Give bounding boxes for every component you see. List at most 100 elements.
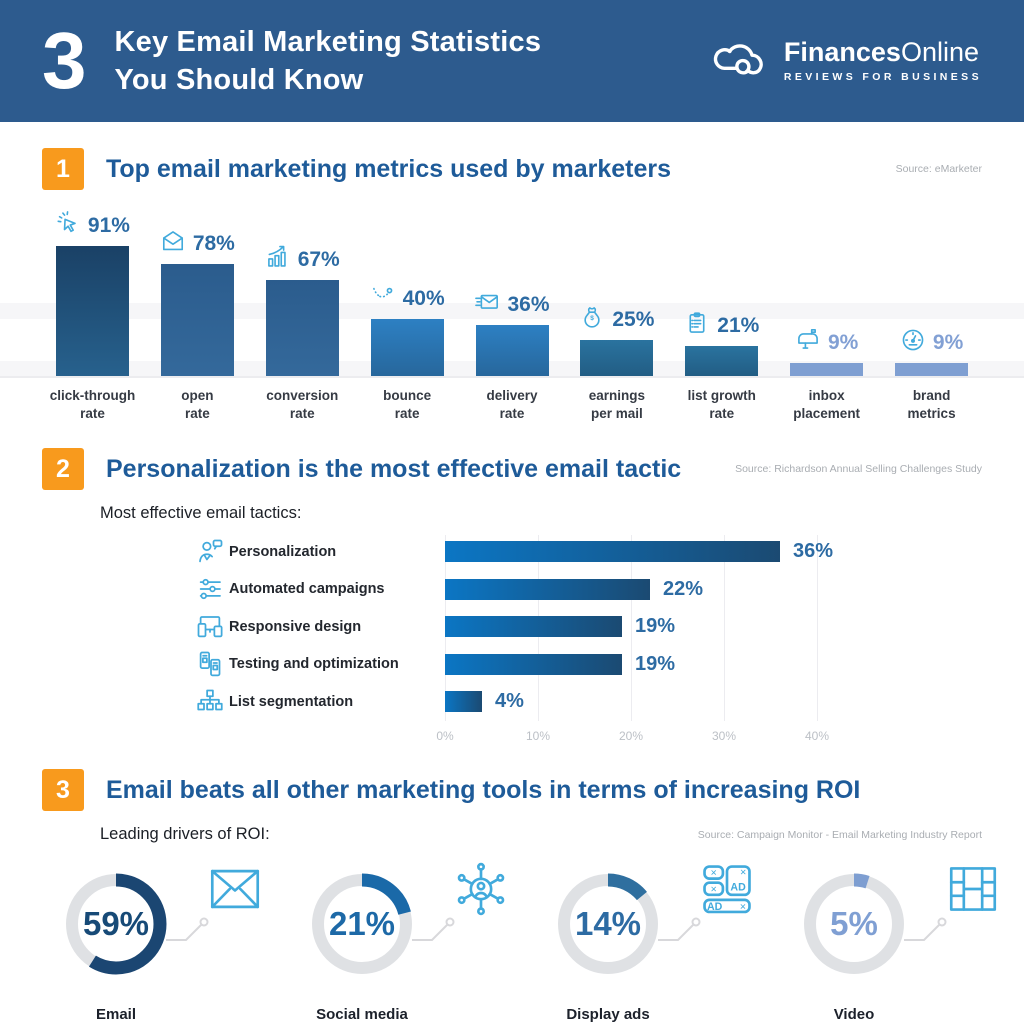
metric-value-label: 40% — [402, 286, 445, 310]
x-axis-tick: 10% — [525, 729, 551, 744]
tactic-row: List segmentation 4% — [195, 683, 1024, 721]
metric-label: click-through rate — [49, 388, 136, 421]
metric-label: brand metrics — [907, 388, 956, 421]
sliders-icon — [195, 574, 229, 604]
gridline — [631, 535, 632, 722]
logo-brand-bold: Finances — [783, 37, 901, 67]
metric-bar — [265, 280, 339, 376]
section3-header: 3 Email beats all other marketing tools … — [42, 769, 982, 812]
connector-line — [412, 917, 455, 942]
tactic-row: Personalization 36% — [195, 533, 1024, 571]
segmentation-tree-icon — [195, 687, 229, 717]
donut-ring — [803, 873, 905, 975]
roi-donut-cell: 14% ✕ ✕ ✕ AD AD ✕ Display ads — [520, 865, 766, 1023]
metric-label: earnings per mail — [588, 388, 646, 421]
metric-bar — [580, 340, 654, 376]
connector-line — [658, 917, 701, 942]
mailbox-icon — [795, 327, 821, 358]
donut-category-label: Social media — [316, 1006, 408, 1024]
tactic-label: Personalization — [229, 543, 337, 560]
gridline — [724, 535, 725, 722]
donut-ring — [557, 873, 659, 975]
section2-subtitle-row: Most effective email tactics: — [100, 504, 982, 523]
money-bag-icon: $ — [579, 304, 605, 335]
metric-bar — [895, 363, 969, 376]
metric-label: conversion rate — [266, 388, 339, 421]
metric-column: 9% — [774, 327, 879, 376]
header-title: Key Email Marketing Statistics You Shoul… — [115, 23, 542, 100]
metric-value-row: 36% — [474, 289, 550, 320]
tactics-bar-chart: Personalization 36% Automated campaigns 22%… — [195, 533, 1024, 749]
growth-chart-icon — [265, 244, 291, 275]
header-title-line1: Key Email Marketing Statistics — [114, 25, 542, 58]
chart-stripe — [0, 303, 1024, 320]
section3-title: Email beats all other marketing tools in… — [106, 775, 861, 804]
section2-title: Personalization is the most effective em… — [106, 454, 682, 483]
section1-title: Top email marketing metrics used by mark… — [106, 154, 672, 183]
tactic-value-label: 36% — [793, 540, 834, 563]
section3-number-badge: 3 — [42, 769, 84, 812]
section1-header: 1 Top email marketing metrics used by ma… — [42, 148, 982, 190]
metrics-labels-row: click-through rate open rate conversion rate b… — [0, 387, 1024, 422]
display-ads-icon: ✕ ✕ ✕ AD AD ✕ — [698, 860, 756, 923]
svg-text:AD: AD — [730, 882, 746, 894]
metric-value-label: 9% — [828, 330, 859, 354]
svg-text:✕: ✕ — [740, 902, 747, 911]
logo-tagline: REVIEWS FOR BUSINESS — [783, 71, 982, 83]
donut-ring — [311, 873, 413, 975]
metric-value-label: 25% — [612, 307, 655, 331]
metric-column: 21% — [669, 310, 774, 376]
tactic-bar — [445, 541, 780, 563]
section1-source: Source: eMarketer — [895, 163, 982, 175]
metric-value-row: 91% — [55, 210, 130, 241]
metric-value-label: 21% — [717, 313, 760, 337]
cursor-click-icon — [55, 210, 81, 241]
donut-ring — [65, 873, 167, 975]
donut-category-label: Email — [95, 1006, 137, 1024]
donut-chart: 14% ✕ ✕ ✕ AD AD ✕ — [552, 865, 766, 990]
metric-value-row: 78% — [160, 228, 235, 259]
metric-value-label: 78% — [192, 231, 235, 255]
tactic-row: Testing and optimization 19% — [195, 646, 1024, 684]
donut-chart: 59% — [60, 868, 274, 990]
logo-brand-light: Online — [900, 37, 979, 67]
svg-text:✕: ✕ — [710, 869, 717, 878]
metric-bar — [55, 246, 129, 376]
metric-column: $25% — [564, 304, 669, 376]
metric-value-row: 67% — [265, 244, 340, 275]
gridline — [817, 535, 818, 722]
film-strip-icon — [944, 860, 1002, 923]
metric-value-row: 40% — [370, 283, 445, 314]
section1-number-badge: 1 — [42, 148, 84, 190]
ab-testing-phones-icon — [195, 649, 229, 679]
x-axis-tick: 40% — [804, 729, 830, 744]
connector-line — [166, 917, 209, 942]
header-big-number: 3 — [42, 15, 87, 105]
metric-value-row: 9% — [900, 327, 963, 358]
logo-text: FinancesOnline REVIEWS FOR BUSINESS — [783, 37, 982, 84]
donut-category-label: Video — [833, 1006, 875, 1024]
svg-text:✕: ✕ — [740, 868, 747, 877]
metric-label: list growth rate — [687, 388, 756, 421]
metric-column: 78% — [145, 228, 250, 376]
tactic-bar — [445, 653, 622, 675]
donut-chart: 21% — [306, 862, 520, 990]
metric-value-label: 67% — [297, 247, 340, 271]
social-network-icon — [452, 860, 510, 923]
x-axis-tick: 30% — [711, 729, 737, 744]
metric-column: 67% — [250, 244, 355, 376]
responsive-devices-icon — [195, 612, 229, 642]
section3-subtitle: Leading drivers of ROI: — [100, 825, 270, 844]
x-axis-tick: 20% — [618, 729, 644, 744]
tactic-bar — [445, 691, 482, 713]
metrics-bar-chart: 91% 78% 67% 40% 36% $25% 21% 9% 9% click-through… — [0, 204, 1024, 422]
metric-value-label: 36% — [507, 292, 550, 316]
section2-header: 2 Personalization is the most effective … — [42, 448, 982, 491]
checklist-icon — [684, 310, 710, 341]
svg-text:AD: AD — [707, 901, 723, 913]
roi-donut-cell: 59% Email — [28, 868, 274, 1023]
section2-subtitle: Most effective email tactics: — [100, 504, 302, 523]
person-chat-icon — [195, 537, 229, 567]
metric-bar — [685, 346, 759, 376]
